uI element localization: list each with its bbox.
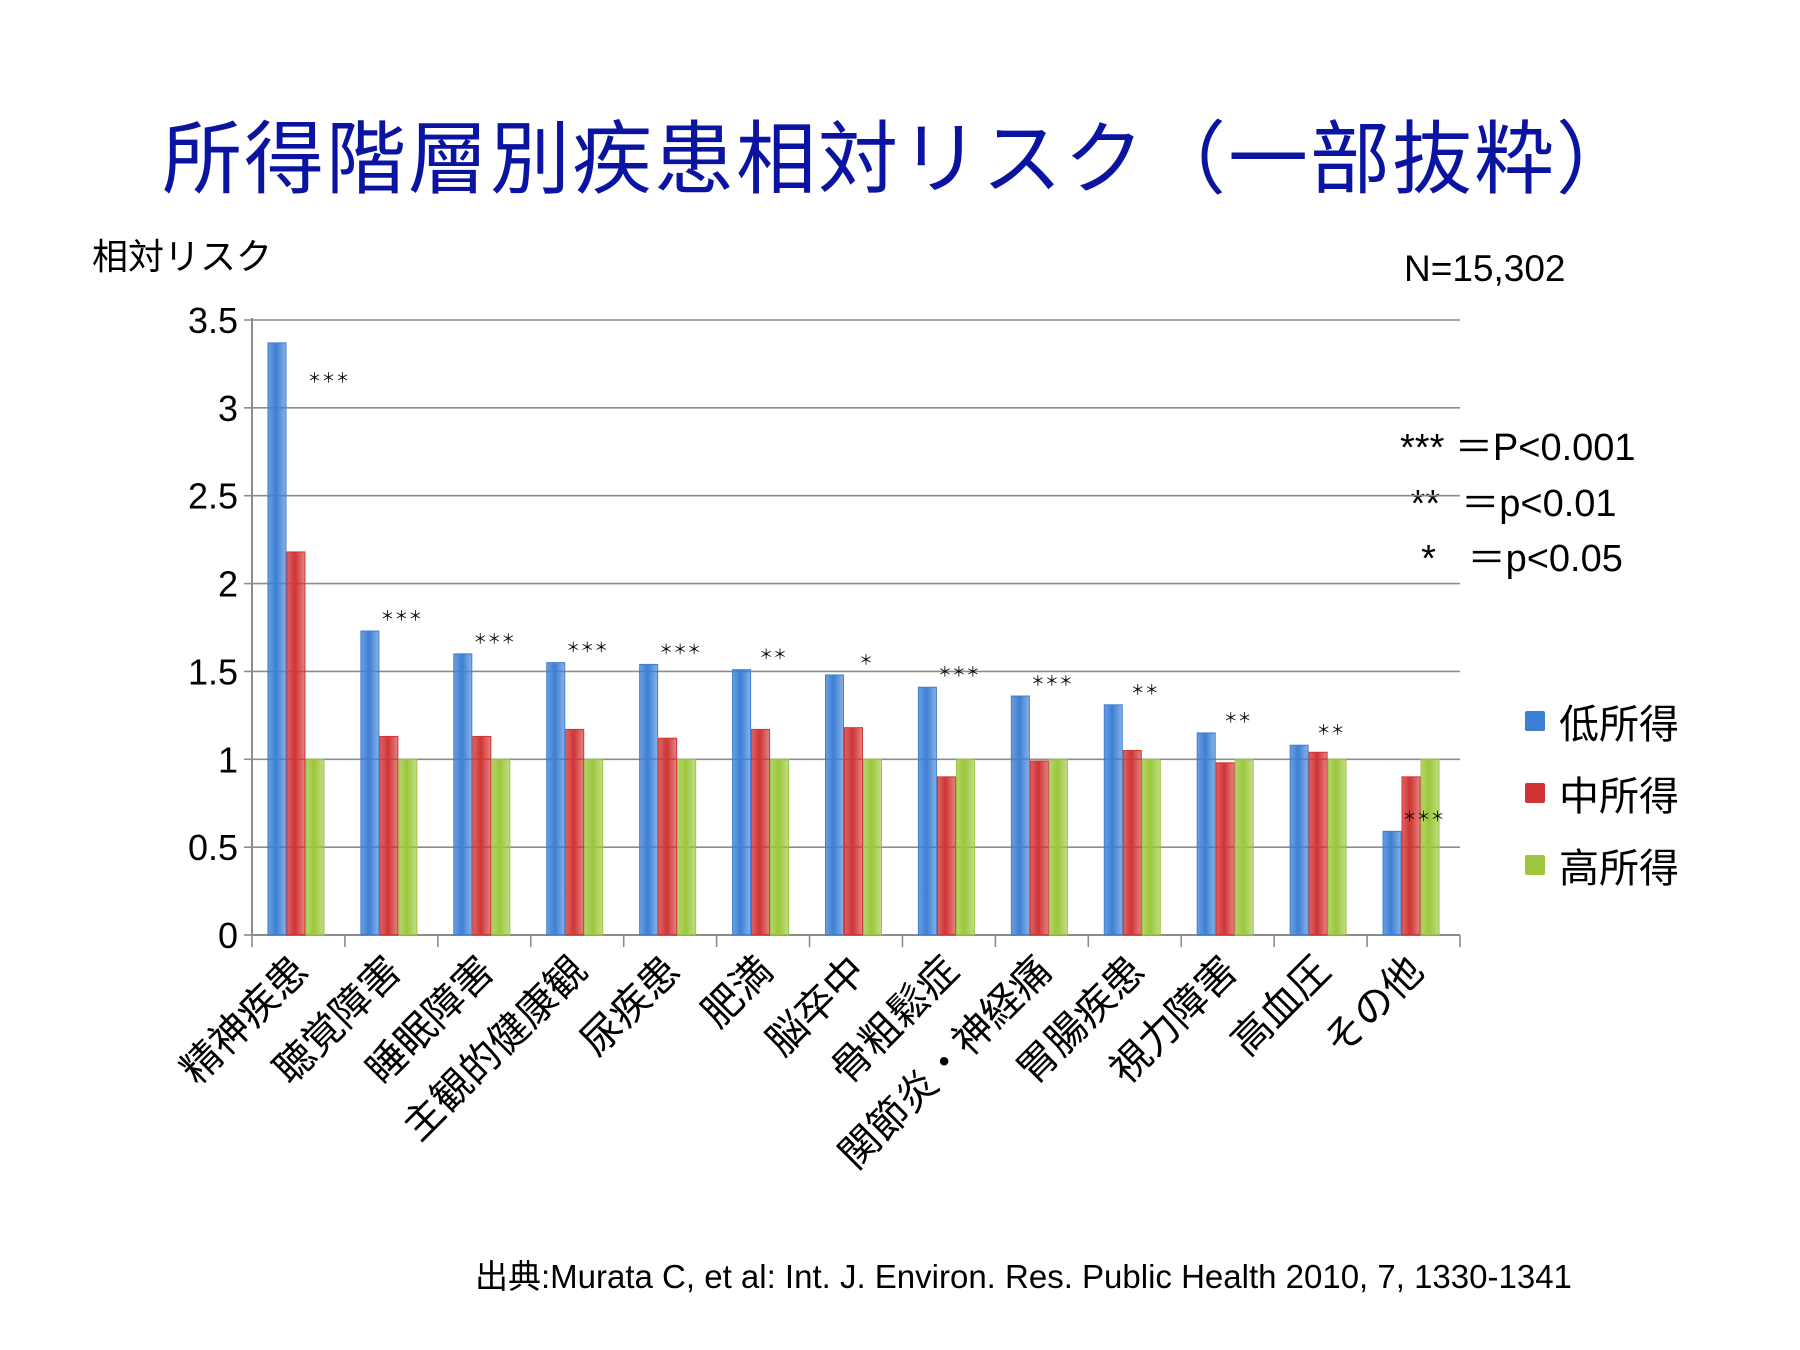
bar-high-income [491, 758, 511, 936]
legend-item-high: 高所得 [1525, 829, 1679, 901]
bar-high-income [770, 758, 790, 936]
bar-high-income [398, 758, 418, 936]
x-category-label: 高血圧 [1223, 948, 1339, 1064]
bar-high-income [1234, 758, 1254, 936]
bar-low-income [1010, 695, 1030, 936]
legend-label-high: 高所得 [1559, 846, 1679, 892]
legend-item-mid: 中所得 [1525, 757, 1679, 829]
x-category-label: 尿疾患 [573, 948, 689, 1064]
bar-middle-income [1401, 776, 1421, 936]
significance-marker: ＊ [859, 652, 873, 668]
legend-swatch-high [1525, 855, 1545, 875]
bar-low-income [1103, 704, 1123, 936]
significance-marker: ＊＊＊ [473, 631, 515, 647]
bar-high-income [1327, 758, 1347, 936]
source-citation: 出典:Murata C, et al: Int. J. Environ. Res… [475, 1258, 1572, 1295]
significance-marker: ＊＊＊ [659, 641, 701, 657]
significance-marker: ＊＊＊ [307, 370, 349, 386]
bar-high-income [677, 758, 697, 936]
significance-marker: ＊＊＊ [566, 640, 608, 656]
bar-low-income [1289, 744, 1309, 936]
bar-low-income [1196, 732, 1216, 936]
legend-label-low: 低所得 [1559, 702, 1679, 748]
bar-middle-income [565, 728, 585, 936]
significance-marker: ＊＊ [1224, 710, 1252, 726]
legend-label-mid: 中所得 [1559, 774, 1679, 820]
bar-low-income [639, 663, 659, 936]
significance-marker: ＊＊ [1131, 682, 1159, 698]
significance-marker: ＊＊ [1317, 722, 1345, 738]
bar-middle-income [1122, 750, 1142, 936]
bar-high-income [1141, 758, 1161, 936]
bar-middle-income [472, 735, 492, 936]
bar-middle-income [936, 776, 956, 936]
sample-size-label: N=15,302 [1404, 248, 1566, 289]
significance-note-p05: * ＝p<0.05 [1400, 538, 1623, 580]
significance-marker: ＊＊＊ [1403, 808, 1445, 824]
bar-high-income [1420, 758, 1440, 936]
legend-swatch-mid [1525, 783, 1545, 803]
bar-low-income [825, 674, 844, 936]
page-title: 所得階層別疾患相対リスク（一部抜粋） [162, 113, 1638, 206]
bar-low-income [917, 686, 937, 936]
significance-marker: ＊＊＊ [938, 664, 980, 680]
bar-middle-income [1308, 751, 1328, 936]
legend-swatch-low [1525, 711, 1545, 731]
bar-low-income [267, 342, 287, 936]
legend-item-low: 低所得 [1525, 685, 1679, 757]
bar-middle-income [1215, 762, 1235, 936]
bar-middle-income [286, 551, 306, 936]
bar-middle-income [379, 735, 399, 936]
y-tick-label: 0 [218, 915, 238, 956]
x-category-label: その他 [1316, 948, 1432, 1064]
y-axis-label: 相対リスク [92, 237, 273, 278]
bar-low-income [453, 653, 473, 936]
significance-marker: ＊＊ [759, 647, 787, 663]
bar-low-income [546, 662, 566, 936]
bar-low-income [360, 630, 380, 936]
bar-middle-income [658, 737, 678, 936]
y-tick-label: 3.5 [188, 300, 238, 341]
bar-middle-income [844, 727, 863, 936]
bar-high-income [305, 758, 325, 936]
y-tick-label: 2.5 [188, 476, 238, 517]
y-tick-label: 1 [218, 739, 238, 780]
y-tick-label: 0.5 [188, 827, 238, 868]
significance-note-p001: *** ＝P<0.001 [1400, 427, 1636, 469]
bar-low-income [1382, 830, 1402, 936]
bar-middle-income [1029, 760, 1049, 936]
y-tick-label: 2 [218, 564, 238, 605]
legend: 低所得 中所得 高所得 [1525, 685, 1679, 901]
y-tick-label: 3 [218, 388, 238, 429]
bar-high-income [1048, 758, 1068, 936]
significance-note-p01: ** ＝p<0.01 [1400, 483, 1617, 525]
bar-high-income [955, 758, 975, 936]
bar-high-income [863, 758, 882, 936]
bar-high-income [584, 758, 604, 936]
y-tick-label: 1.5 [188, 651, 238, 692]
bar-low-income [732, 669, 752, 936]
significance-marker: ＊＊＊ [380, 608, 422, 624]
significance-marker: ＊＊＊ [1031, 673, 1073, 689]
bar-middle-income [751, 728, 771, 936]
